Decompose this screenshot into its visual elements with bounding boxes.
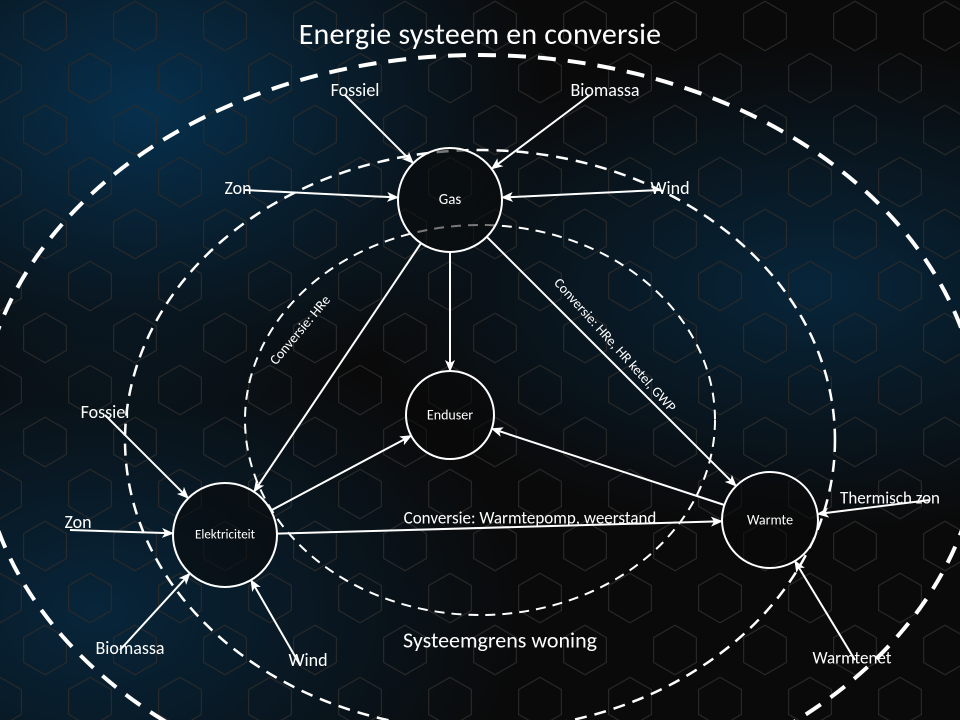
arrow-fossiel-elektriciteit xyxy=(105,415,188,498)
source-label-wind: Wind xyxy=(288,649,327,671)
node-label-enduser: Enduser xyxy=(427,407,473,424)
source-label-biomassa: Biomassa xyxy=(95,637,164,659)
node-label-elektriciteit: Elektriciteit xyxy=(195,528,255,543)
flow-elektriciteit-enduser xyxy=(271,436,411,511)
source-label-fossiel: Fossiel xyxy=(81,401,130,423)
arrow-warmtenet-warmte xyxy=(795,561,855,660)
arrow-wind-gas xyxy=(502,190,660,198)
source-label-zon: Zon xyxy=(64,511,91,533)
source-label-wind: Wind xyxy=(650,177,689,199)
inner-caption: Systeemgrens woning xyxy=(403,627,597,654)
conversion-label: Conversie: Warmtepomp, weerstand xyxy=(404,508,657,529)
arrow-zon-gas xyxy=(245,190,398,198)
source-label-thermisch zon: Thermisch zon xyxy=(840,488,940,509)
source-label-zon: Zon xyxy=(224,177,251,199)
source-label-warmtenet: Warmtenet xyxy=(813,648,892,669)
source-label-fossiel: Fossiel xyxy=(331,79,380,101)
conversion-gas-warmte xyxy=(487,237,736,486)
arrow-fossiel-gas xyxy=(345,95,413,163)
node-label-warmte: Warmte xyxy=(747,512,793,529)
arrow-biomassa-gas xyxy=(492,95,590,169)
source-label-biomassa: Biomassa xyxy=(570,79,639,101)
node-label-gas: Gas xyxy=(439,191,462,209)
diagram-canvas xyxy=(0,0,960,720)
